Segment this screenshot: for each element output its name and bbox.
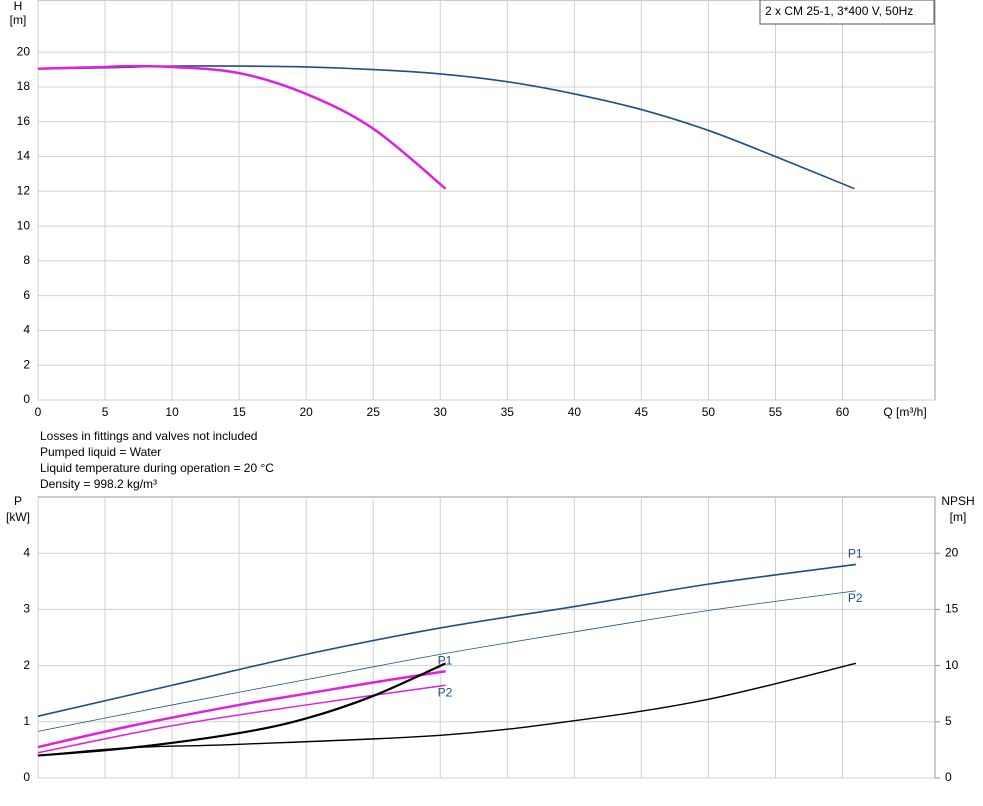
curve: [37, 563, 856, 717]
curve-label: P2: [438, 685, 453, 699]
curve: [37, 662, 857, 757]
curve: [37, 684, 446, 754]
curve: [37, 590, 856, 732]
y-axis-unit: [kW]: [6, 510, 30, 524]
curve: [37, 64, 447, 190]
x-tick-label: 25: [367, 405, 381, 419]
y2-tick-label: 10: [945, 658, 959, 672]
y-tick-label: 4: [23, 323, 30, 337]
y-tick-label: 1: [23, 714, 30, 728]
x-tick-label: 60: [836, 405, 850, 419]
y-tick-label: 2: [23, 357, 30, 371]
x-tick-label: 30: [434, 405, 448, 419]
x-tick-label: 10: [165, 405, 179, 419]
curve-label: P1: [848, 547, 863, 561]
y-tick-label: 18: [17, 79, 31, 93]
x-tick-label: 35: [501, 405, 515, 419]
x-axis-label: Q [m³/h]: [883, 405, 926, 419]
y-tick-label: 2: [23, 658, 30, 672]
y-tick-label: 0: [23, 770, 30, 784]
x-tick-label: 5: [102, 405, 109, 419]
x-tick-label: 20: [299, 405, 313, 419]
y-tick-label: 8: [23, 253, 30, 267]
y-axis-unit: [m]: [10, 13, 27, 27]
annotation: Liquid temperature during operation = 20…: [40, 461, 274, 475]
curve-label: P2: [848, 591, 863, 605]
y-tick-label: 6: [23, 288, 30, 302]
annotation: Losses in fittings and valves not includ…: [40, 429, 257, 443]
y-tick-label: 0: [23, 392, 30, 406]
y-tick-label: 20: [17, 44, 31, 58]
y2-tick-label: 5: [945, 714, 952, 728]
y-axis-label: P: [14, 494, 22, 508]
y-tick-label: 14: [17, 149, 31, 163]
x-tick-label: 50: [702, 405, 716, 419]
x-tick-label: 40: [568, 405, 582, 419]
curve-label: P1: [438, 653, 453, 667]
x-tick-label: 15: [232, 405, 246, 419]
annotation: Pumped liquid = Water: [40, 445, 161, 459]
y-tick-label: 16: [17, 114, 31, 128]
legend-text: 2 x CM 25-1, 3*400 V, 50Hz: [765, 4, 913, 18]
y-axis-label: H: [14, 0, 23, 13]
curve: [37, 669, 446, 749]
x-tick-label: 45: [635, 405, 649, 419]
y2-axis-unit: [m]: [950, 510, 967, 524]
y-tick-label: 12: [17, 183, 31, 197]
y2-tick-label: 15: [945, 602, 959, 616]
x-tick-label: 55: [769, 405, 783, 419]
x-tick-label: 0: [35, 405, 42, 419]
y2-axis-label: NPSH: [941, 494, 974, 508]
annotation: Density = 998.2 kg/m³: [40, 477, 157, 491]
y2-tick-label: 0: [945, 770, 952, 784]
legend-box: [759, 0, 935, 25]
y-tick-label: 10: [17, 218, 31, 232]
y-tick-label: 3: [23, 602, 30, 616]
y2-tick-label: 20: [945, 545, 959, 559]
y-tick-label: 4: [23, 545, 30, 559]
